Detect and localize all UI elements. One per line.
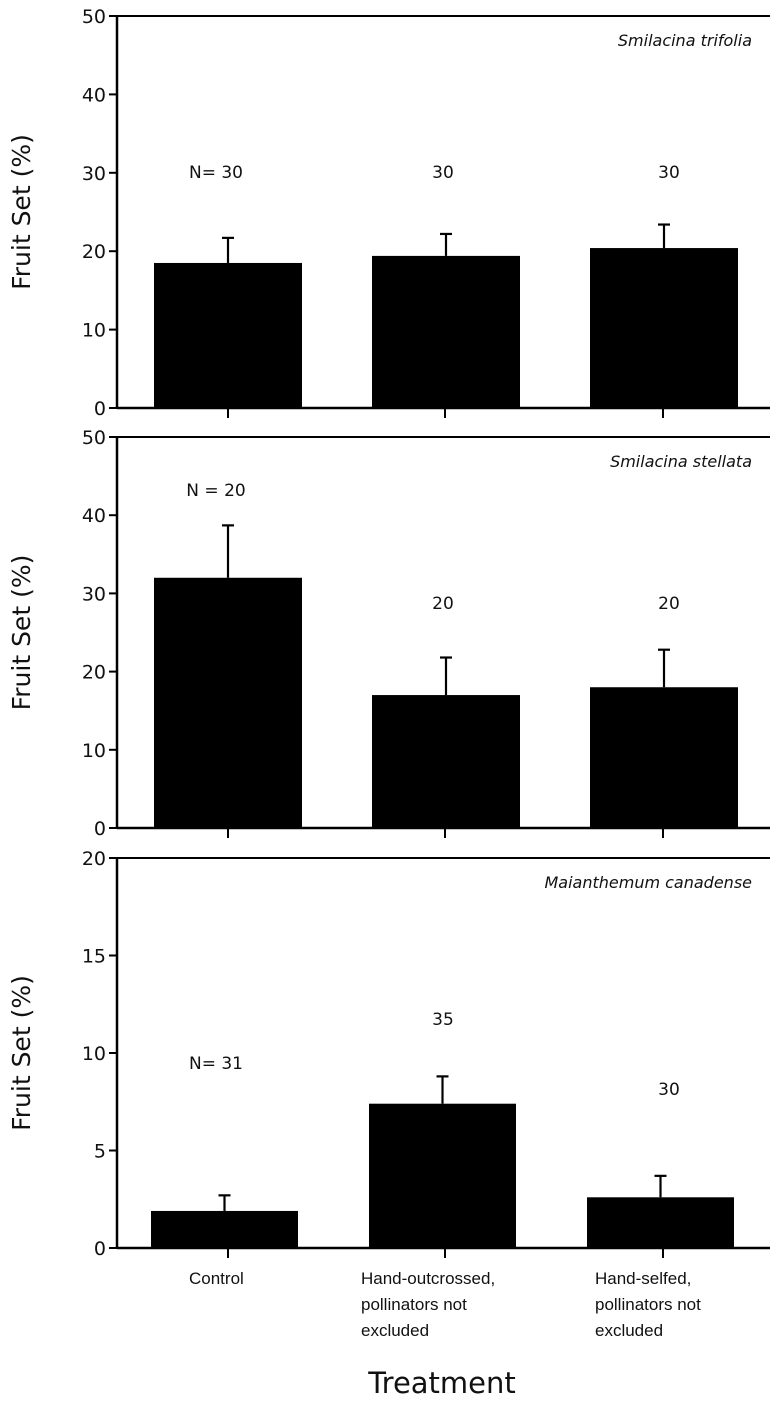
y-tick-label: 30 <box>82 163 106 185</box>
y-tick-label: 0 <box>94 818 106 840</box>
category-label-line: pollinators not <box>361 1295 467 1314</box>
y-tick-label: 15 <box>82 946 106 968</box>
category-label-line: pollinators not <box>595 1295 701 1314</box>
y-tick-label: 0 <box>94 398 106 420</box>
bar <box>372 255 520 408</box>
n-label: 20 <box>658 594 680 614</box>
panel-1: 0 10 20 30 40 50 Fruit Set (%) Smilacina trifol… <box>7 6 770 420</box>
panel-title: Maianthemum canadense <box>544 873 752 892</box>
bar <box>590 687 738 828</box>
y-axis-label: Fruit Set (%) <box>7 555 36 711</box>
bar <box>151 1210 298 1248</box>
bar <box>154 577 302 828</box>
bar <box>587 1197 734 1248</box>
y-tick-label: 20 <box>82 662 106 684</box>
y-tick-label: 50 <box>82 6 106 28</box>
y-tick-label: 50 <box>82 427 106 449</box>
panel-2: 0 10 20 30 40 50 Fruit Set (%) Smilacina stella… <box>7 427 770 840</box>
bar <box>369 1103 516 1248</box>
n-label: 30 <box>658 163 680 183</box>
x-axis-label: Treatment <box>367 1366 516 1400</box>
category-label-line: Hand-selfed, <box>595 1269 691 1288</box>
bar <box>154 262 302 408</box>
n-label: 35 <box>432 1010 454 1030</box>
y-tick-label: 40 <box>82 84 106 106</box>
y-tick-label: 5 <box>94 1141 106 1163</box>
n-label: N= 31 <box>189 1054 243 1074</box>
y-tick-label: 10 <box>82 320 106 342</box>
y-axis-label: Fruit Set (%) <box>7 975 36 1131</box>
bar <box>372 695 520 828</box>
bar <box>590 248 738 408</box>
y-tick-label: 10 <box>82 1043 106 1065</box>
panel-3: 0 5 10 15 20 Fruit Set (%) Maianthemum canaden… <box>7 848 770 1260</box>
category-label-line: Control <box>189 1269 244 1288</box>
y-tick-label: 0 <box>94 1238 106 1260</box>
n-label: N= 30 <box>189 163 243 183</box>
y-tick-label: 10 <box>82 740 106 762</box>
y-tick-label: 30 <box>82 583 106 605</box>
n-label: 30 <box>658 1080 680 1100</box>
y-axis-label: Fruit Set (%) <box>7 134 36 290</box>
category-label: Hand-selfed, pollinators not excluded <box>595 1269 701 1340</box>
y-tick-label: 20 <box>82 241 106 263</box>
category-label-line: excluded <box>595 1321 663 1340</box>
n-label: 20 <box>432 594 454 614</box>
panel-title: Smilacina trifolia <box>618 31 752 50</box>
category-label-line: Hand-outcrossed, <box>361 1269 495 1288</box>
category-label-line: excluded <box>361 1321 429 1340</box>
category-label: Control <box>189 1269 244 1288</box>
n-label: 30 <box>432 163 454 183</box>
panel-title: Smilacina stellata <box>610 452 752 471</box>
y-tick-label: 40 <box>82 505 106 527</box>
n-label: N = 20 <box>186 481 245 501</box>
category-label: Hand-outcrossed, pollinators not excluded <box>361 1269 495 1340</box>
y-tick-label: 20 <box>82 848 106 870</box>
